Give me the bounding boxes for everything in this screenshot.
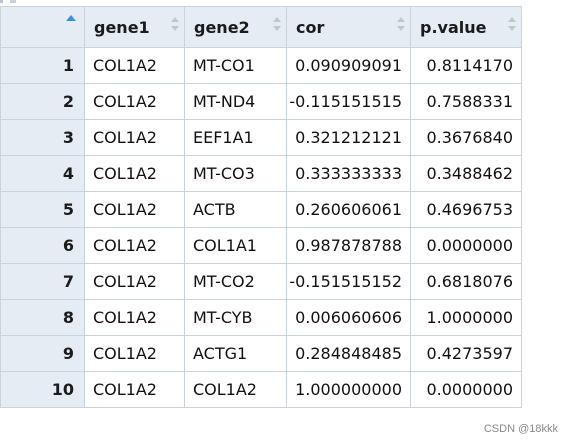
cell-gene1[interactable]: COL1A2	[84, 191, 185, 228]
cell-cor[interactable]: -0.151515152	[286, 263, 411, 300]
table-row[interactable]: 6 COL1A2 COL1A1 0.987878788 0.0000000	[0, 227, 522, 264]
cell-cor[interactable]: 0.333333333	[286, 155, 411, 192]
cell-gene1[interactable]: COL1A2	[84, 263, 185, 300]
row-index: 5	[0, 191, 85, 228]
cell-gene1[interactable]: COL1A2	[84, 227, 185, 264]
cell-pvalue[interactable]: 1.0000000	[410, 299, 522, 336]
table-row[interactable]: 8 COL1A2 MT-CYB 0.006060606 1.0000000	[0, 299, 522, 336]
column-header-pvalue[interactable]: p.value	[410, 6, 522, 48]
cell-pvalue[interactable]: 0.7588331	[410, 83, 522, 120]
column-header-gene1[interactable]: gene1	[84, 6, 185, 48]
cell-cor[interactable]: 0.090909091	[286, 47, 411, 84]
table-row[interactable]: 7 COL1A2 MT-CO2 -0.151515152 0.6818076	[0, 263, 522, 300]
row-index: 4	[0, 155, 85, 192]
row-index: 6	[0, 227, 85, 264]
cell-pvalue[interactable]: 0.8114170	[410, 47, 522, 84]
table-row[interactable]: 9 COL1A2 ACTG1 0.284848485 0.4273597	[0, 335, 522, 372]
sort-icon[interactable]	[273, 15, 281, 33]
cell-gene2[interactable]: COL1A2	[184, 371, 287, 408]
cell-gene2[interactable]: MT-CYB	[184, 299, 287, 336]
table-row[interactable]: 1 COL1A2 MT-CO1 0.090909091 0.8114170	[0, 47, 522, 84]
cell-gene2[interactable]: ACTG1	[184, 335, 287, 372]
cell-gene1[interactable]: COL1A2	[84, 119, 185, 156]
row-index: 7	[0, 263, 85, 300]
cell-pvalue[interactable]: 0.0000000	[410, 371, 522, 408]
cell-gene1[interactable]: COL1A2	[84, 371, 185, 408]
cell-cor[interactable]: 0.006060606	[286, 299, 411, 336]
data-grid: gene1 gene2 cor p.value 1 COL1A2 MT-CO1 …	[0, 6, 522, 408]
cell-gene1[interactable]: COL1A2	[84, 335, 185, 372]
table-row[interactable]: 5 COL1A2 ACTB 0.260606061 0.4696753	[0, 191, 522, 228]
cell-gene1[interactable]: COL1A2	[84, 47, 185, 84]
cell-cor[interactable]: -0.115151515	[286, 83, 411, 120]
sort-icon[interactable]	[397, 15, 405, 33]
column-header-cor[interactable]: cor	[286, 6, 411, 48]
column-header-label: gene2	[194, 17, 250, 37]
cell-cor[interactable]: 0.321212121	[286, 119, 411, 156]
cell-gene1[interactable]: COL1A2	[84, 155, 185, 192]
row-index: 3	[0, 119, 85, 156]
cell-pvalue[interactable]: 0.4273597	[410, 335, 522, 372]
sort-icon[interactable]	[171, 15, 179, 33]
row-index: 2	[0, 83, 85, 120]
row-index: 8	[0, 299, 85, 336]
cell-gene2[interactable]: COL1A1	[184, 227, 287, 264]
cell-gene2[interactable]: EEF1A1	[184, 119, 287, 156]
cell-gene2[interactable]: MT-ND4	[184, 83, 287, 120]
table-row[interactable]: 2 COL1A2 MT-ND4 -0.115151515 0.7588331	[0, 83, 522, 120]
watermark: CSDN @18kkk	[483, 423, 558, 435]
row-index: 9	[0, 335, 85, 372]
row-index: 1	[0, 47, 85, 84]
column-header-index[interactable]	[0, 6, 85, 48]
header-row: gene1 gene2 cor p.value	[0, 6, 522, 48]
cell-pvalue[interactable]: 0.4696753	[410, 191, 522, 228]
cell-pvalue[interactable]: 0.0000000	[410, 227, 522, 264]
column-header-label: cor	[296, 17, 325, 37]
grid-header: gene1 gene2 cor p.value	[0, 6, 522, 48]
grid-body: 1 COL1A2 MT-CO1 0.090909091 0.8114170 2 …	[0, 47, 522, 408]
cell-gene2[interactable]: MT-CO2	[184, 263, 287, 300]
table-row[interactable]: 3 COL1A2 EEF1A1 0.321212121 0.3676840	[0, 119, 522, 156]
cell-gene2[interactable]: MT-CO1	[184, 47, 287, 84]
column-header-label: gene1	[94, 17, 150, 37]
cell-cor[interactable]: 0.260606061	[286, 191, 411, 228]
column-header-label: p.value	[420, 17, 487, 37]
sort-icon[interactable]	[508, 15, 516, 33]
row-index: 10	[0, 371, 85, 408]
cell-pvalue[interactable]: 0.3676840	[410, 119, 522, 156]
cell-pvalue[interactable]: 0.6818076	[410, 263, 522, 300]
cell-cor[interactable]: 0.284848485	[286, 335, 411, 372]
cell-gene1[interactable]: COL1A2	[84, 299, 185, 336]
table-row[interactable]: 10 COL1A2 COL1A2 1.000000000 0.0000000	[0, 371, 522, 408]
column-header-gene2[interactable]: gene2	[184, 6, 287, 48]
sort-ascending-icon[interactable]	[66, 15, 76, 21]
toolbar-icon-fragment	[0, 0, 3, 3]
cell-cor[interactable]: 0.987878788	[286, 227, 411, 264]
cell-gene2[interactable]: ACTB	[184, 191, 287, 228]
cell-cor[interactable]: 1.000000000	[286, 371, 411, 408]
cell-gene2[interactable]: MT-CO3	[184, 155, 287, 192]
toolbar-icon-fragment	[10, 0, 16, 3]
top-toolbar-strip	[0, 0, 570, 6]
cell-gene1[interactable]: COL1A2	[84, 83, 185, 120]
cell-pvalue[interactable]: 0.3488462	[410, 155, 522, 192]
table-row[interactable]: 4 COL1A2 MT-CO3 0.333333333 0.3488462	[0, 155, 522, 192]
